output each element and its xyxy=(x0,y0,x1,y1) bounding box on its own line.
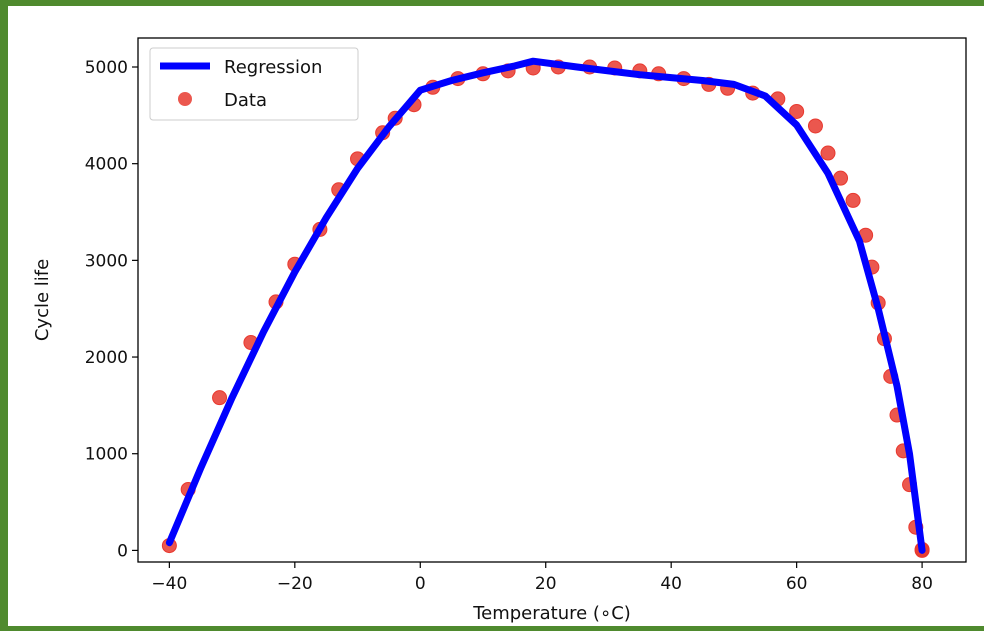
x-tick-label: 0 xyxy=(415,574,426,594)
x-tick-label: 20 xyxy=(535,574,557,594)
y-tick-label: 0 xyxy=(117,541,128,561)
legend: Regression Data xyxy=(149,47,359,121)
legend-regression-label: Regression xyxy=(224,57,322,78)
data-point xyxy=(820,145,836,161)
x-axis-label: Temperature (∘C) xyxy=(472,603,631,624)
data-point xyxy=(789,103,805,119)
y-tick-label: 3000 xyxy=(85,251,128,271)
data-point xyxy=(845,192,861,208)
regression-line xyxy=(165,57,926,554)
legend-data-swatch xyxy=(178,92,192,106)
y-tick-label: 5000 xyxy=(85,58,128,78)
plot-area xyxy=(161,57,930,558)
y-tick-label: 4000 xyxy=(85,155,128,175)
chart: −40 −20 0 20 40 60 80 0 1000 2000 3000 4000 5000 Tem… xyxy=(32,37,967,624)
x-tick-label: −20 xyxy=(277,574,313,594)
y-tick-label: 2000 xyxy=(85,348,128,368)
y-tick-label: 1000 xyxy=(85,445,128,465)
x-tick-label: −40 xyxy=(151,574,187,594)
x-tick-label: 40 xyxy=(660,574,682,594)
y-axis-label: Cycle life xyxy=(32,259,53,341)
plot-frame xyxy=(137,37,967,563)
data-point xyxy=(212,390,228,406)
x-tick-label: 60 xyxy=(786,574,808,594)
figure-frame: −40 −20 0 20 40 60 80 0 1000 2000 3000 4000 5000 Tem… xyxy=(8,6,984,626)
legend-data-label: Data xyxy=(224,90,267,111)
axes: −40 −20 0 20 40 60 80 0 1000 2000 3000 4000 5000 xyxy=(85,37,967,594)
data-point xyxy=(807,118,823,134)
x-tick-label: 80 xyxy=(911,574,933,594)
